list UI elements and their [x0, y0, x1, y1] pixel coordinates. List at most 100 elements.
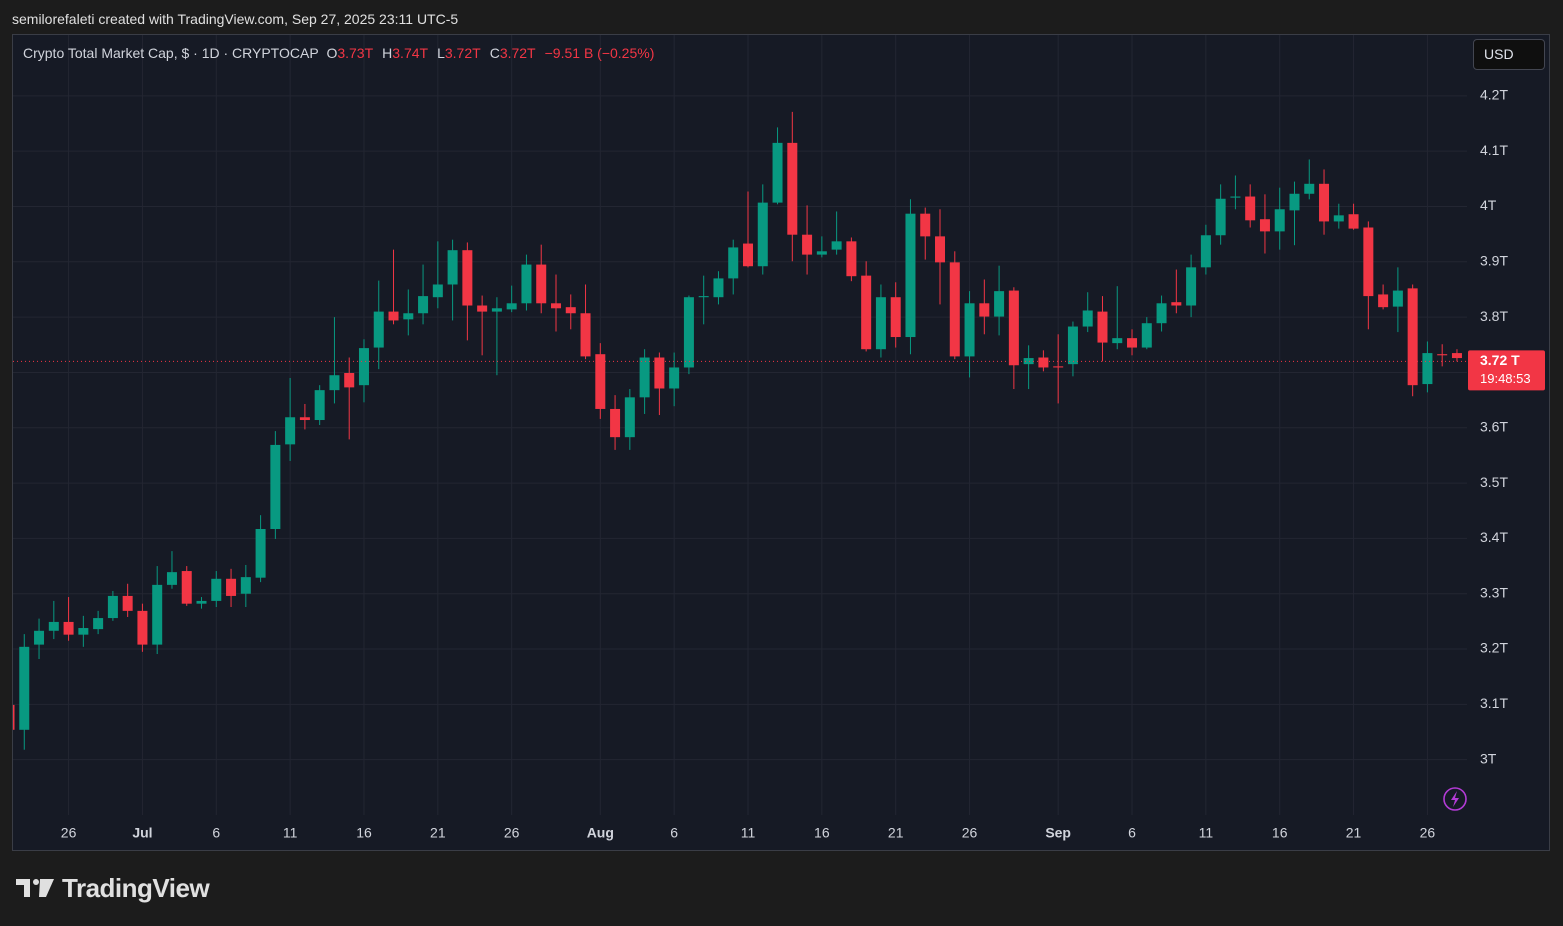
candle-body	[1112, 338, 1123, 344]
x-tick-label: 26	[504, 825, 520, 841]
candle-body	[1230, 196, 1241, 198]
y-tick-label: 4.1T	[1480, 142, 1508, 158]
candle-body	[314, 390, 325, 421]
candle-body	[639, 357, 650, 398]
candle-body	[1363, 227, 1374, 297]
y-tick-label: 3.5T	[1480, 474, 1508, 490]
close-value: 3.72T	[499, 45, 536, 61]
x-tick-label: 21	[1346, 825, 1362, 841]
high-key: H	[382, 45, 393, 61]
candle-body	[861, 275, 872, 350]
candle-body	[610, 408, 621, 438]
candle-body	[107, 595, 118, 619]
grid	[13, 35, 1467, 815]
candle-body	[683, 297, 694, 368]
candle-body	[48, 621, 59, 631]
candle-body	[949, 262, 960, 357]
x-tick-label: 6	[670, 825, 678, 841]
y-tick-label: 3.2T	[1480, 640, 1508, 656]
candle-body	[270, 444, 281, 529]
candle-body	[1407, 288, 1418, 386]
candle-body	[846, 241, 857, 277]
candle-body	[447, 250, 458, 285]
candle-body	[1437, 354, 1448, 356]
candle-body	[521, 264, 532, 304]
x-tick-label: Jul	[132, 825, 152, 841]
candle-body	[979, 303, 990, 317]
candle-body	[802, 234, 813, 255]
candle-body	[964, 303, 975, 357]
candle-body	[920, 213, 931, 237]
candle-body	[1008, 290, 1019, 366]
candle-body	[624, 397, 635, 438]
candle-body	[1141, 323, 1152, 348]
candle-body	[329, 375, 340, 391]
candle-body	[1038, 357, 1049, 368]
last-price-badge	[1468, 350, 1545, 391]
candle-body	[1378, 294, 1389, 308]
candle-body	[875, 297, 886, 350]
candle-body	[462, 250, 473, 306]
last-price-label: 3.72 T	[1480, 352, 1520, 368]
y-tick-label: 3.6T	[1480, 418, 1508, 434]
candle-body	[122, 595, 133, 611]
x-tick-label: 26	[962, 825, 978, 841]
x-tick-label: 26	[61, 825, 77, 841]
plot-area	[13, 111, 1467, 750]
candle-body	[63, 621, 74, 635]
legend: Crypto Total Market Cap, $ · 1D · CRYPTO…	[23, 45, 663, 61]
x-tick-label: 11	[741, 825, 756, 841]
candle-body	[137, 610, 148, 645]
candle-body	[226, 578, 237, 596]
candle-body	[1304, 183, 1315, 194]
x-tick-label: 16	[814, 825, 830, 841]
attribution: semilorefaleti created with TradingView.…	[12, 11, 459, 27]
candle-body	[757, 202, 768, 267]
axes: 3T3.1T3.2T3.3T3.4T3.5T3.6T3.7T3.8T3.9T4T…	[61, 87, 1545, 841]
y-tick-label: 3T	[1480, 750, 1497, 766]
x-tick-label: 21	[430, 825, 446, 841]
candle-body	[418, 296, 429, 314]
candle-body	[403, 313, 414, 320]
y-tick-label: 3.8T	[1480, 308, 1508, 324]
candle-body	[1171, 302, 1182, 306]
candle-body	[728, 247, 739, 279]
candle-body	[19, 646, 30, 730]
x-tick-label: 6	[1128, 825, 1136, 841]
candle-body	[373, 311, 384, 348]
low-key: L	[437, 45, 445, 61]
candle-body	[181, 571, 192, 604]
x-tick-label: 16	[1272, 825, 1288, 841]
candle-body	[196, 600, 207, 604]
candle-body	[432, 284, 443, 298]
y-tick-label: 3.1T	[1480, 695, 1508, 711]
candle-body	[1245, 196, 1256, 221]
candle-body	[994, 291, 1005, 317]
candle-body	[491, 308, 502, 312]
candle-body	[1451, 353, 1462, 359]
candle-body	[285, 417, 296, 445]
change-value: −9.51 B (−0.25%)	[544, 45, 655, 61]
currency-button[interactable]: USD	[1473, 39, 1545, 70]
y-tick-label: 4.2T	[1480, 87, 1508, 103]
brand-logo	[16, 879, 54, 897]
candle-body	[1333, 215, 1344, 222]
high-value: 3.74T	[392, 45, 429, 61]
candle-body	[1422, 353, 1433, 385]
candle-body	[477, 305, 488, 312]
brand-name: TradingView	[62, 873, 210, 903]
candle-body	[787, 142, 798, 235]
candle-body	[1053, 366, 1064, 368]
candle-body	[580, 313, 591, 357]
candle-body	[772, 142, 783, 203]
candle-body	[565, 307, 576, 314]
x-tick-label: Aug	[587, 825, 614, 841]
candle-body	[536, 264, 547, 304]
x-tick-label: Sep	[1045, 825, 1071, 841]
candle-body	[1156, 303, 1167, 324]
replay-icon[interactable]	[1443, 787, 1467, 811]
candle-body	[1067, 326, 1078, 365]
candle-body	[1186, 267, 1197, 306]
